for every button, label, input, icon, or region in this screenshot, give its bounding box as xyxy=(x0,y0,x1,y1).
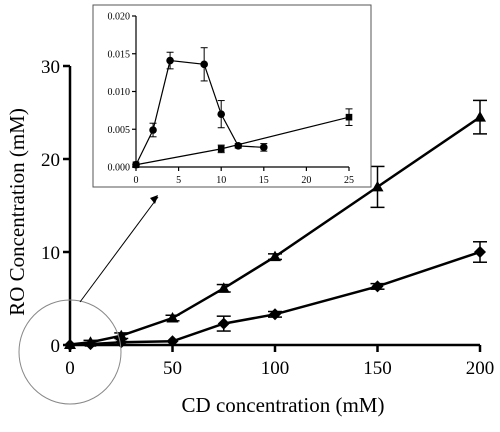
series-diamond-point xyxy=(217,317,230,330)
series-diamond-point xyxy=(64,339,76,351)
series-diamond-point xyxy=(269,308,281,321)
zoom-arrow-line xyxy=(79,196,159,303)
series-triangle-point xyxy=(371,180,384,192)
inset-series-circle-point xyxy=(166,56,174,65)
inset-plot: 0.000 0.005 0.010 0.015 0.020 0 5 10 15 20 25 xyxy=(92,4,372,188)
series-diamond-point xyxy=(115,336,128,349)
inset-x-tick-label: 25 xyxy=(344,175,354,186)
x-tick-label: 200 xyxy=(466,358,495,379)
zoom-circle xyxy=(18,299,122,405)
inset-y-tick-label: 0.000 xyxy=(108,163,131,174)
inset-x-tick-label: 0 xyxy=(134,175,139,186)
inset-series-circle-point xyxy=(149,126,157,134)
x-tick-label: 0 xyxy=(65,358,75,379)
series-diamond-point xyxy=(371,280,384,293)
y-axis-title: RO Concentration (mM) xyxy=(5,108,29,316)
inset-series-square-point xyxy=(345,113,353,121)
series-triangle-point xyxy=(217,282,230,293)
inset-series-square-point xyxy=(132,161,140,169)
inset-series-circle-point xyxy=(200,60,208,69)
y-tick-label: 0 xyxy=(51,336,61,357)
inset-series-circle-point xyxy=(217,110,225,118)
zoom-callout xyxy=(18,195,159,405)
zoom-arrow-head xyxy=(150,195,158,204)
x-tick-label: 50 xyxy=(163,358,182,379)
series-diamond-point xyxy=(474,246,486,258)
x-tick-label: 100 xyxy=(261,358,290,379)
inset-y-tick-label: 0.010 xyxy=(108,87,131,98)
series-triangle-point xyxy=(115,329,128,341)
inset-x-tick-label: 5 xyxy=(176,175,181,186)
y-tick-label: 20 xyxy=(41,150,60,171)
inset-y-tick-label: 0.005 xyxy=(108,125,131,136)
y-tick-label: 10 xyxy=(41,243,60,264)
inset-series-square-point xyxy=(217,145,225,153)
x-tick-label: 150 xyxy=(363,358,392,379)
inset-y-tick-label: 0.020 xyxy=(108,12,131,23)
inset-series-circle-point xyxy=(260,143,268,152)
series-diamond-point xyxy=(84,338,97,351)
inset-x-tick-label: 15 xyxy=(259,175,269,186)
inset-frame xyxy=(92,4,372,188)
series-triangle-point xyxy=(166,312,179,323)
series-triangle-point xyxy=(269,250,281,262)
inset-y-tick-label: 0.015 xyxy=(108,49,131,60)
inset-x-tick-label: 10 xyxy=(216,175,226,186)
series-diamond-point xyxy=(166,335,179,348)
inset-x-tick-label: 20 xyxy=(301,175,311,186)
x-axis-title: CD concentration (mM) xyxy=(182,393,385,417)
y-tick-label: 30 xyxy=(41,57,60,78)
series-triangle-line xyxy=(69,116,481,346)
series-triangle-point xyxy=(474,111,486,122)
